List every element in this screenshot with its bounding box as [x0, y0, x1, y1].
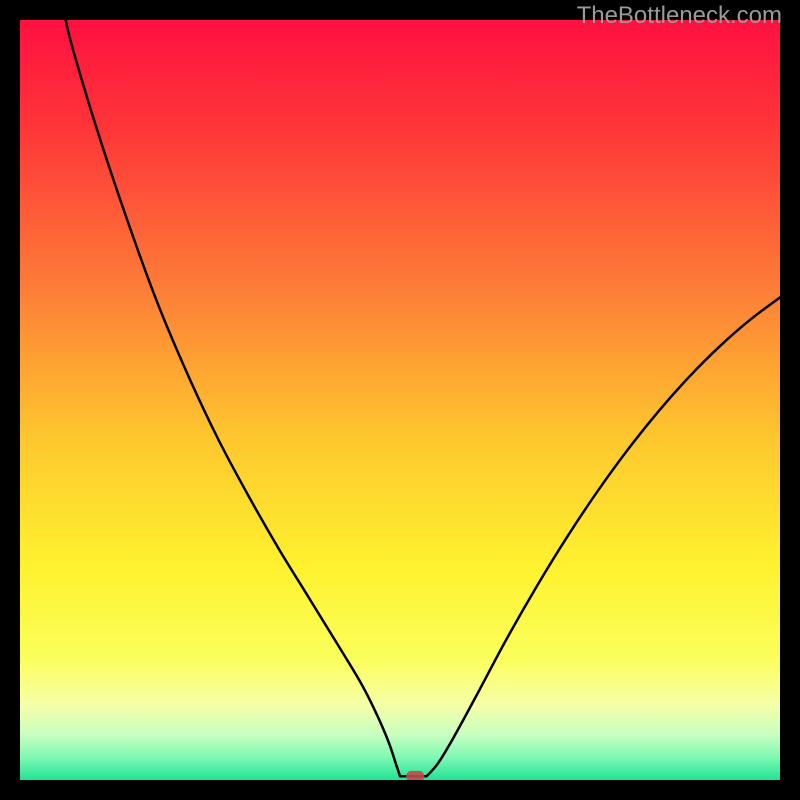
bottleneck-chart — [20, 20, 780, 780]
chart-background — [20, 20, 780, 780]
chart-frame: TheBottleneck.com — [0, 0, 800, 800]
bottleneck-marker — [406, 771, 424, 780]
watermark-text: TheBottleneck.com — [577, 2, 782, 30]
